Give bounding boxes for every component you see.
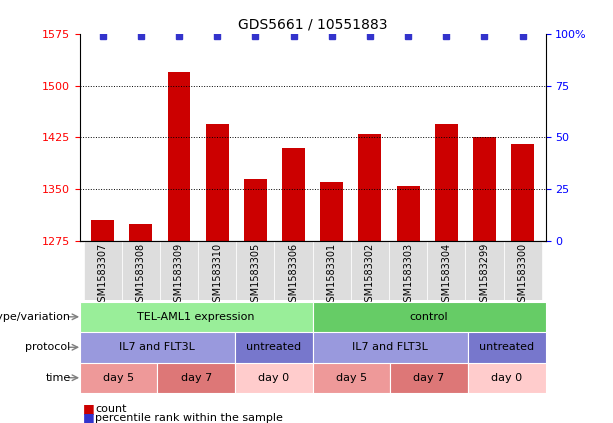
Bar	[473, 137, 496, 241]
Bar	[313, 241, 351, 300]
Text: untreated: untreated	[479, 342, 535, 352]
Text: GSM1583299: GSM1583299	[479, 243, 489, 308]
Text: GSM1583307: GSM1583307	[97, 243, 108, 308]
Title: GDS5661 / 10551883: GDS5661 / 10551883	[238, 17, 387, 31]
Bar	[282, 148, 305, 241]
Text: ■: ■	[83, 412, 94, 423]
Bar	[320, 182, 343, 241]
Bar	[236, 241, 275, 300]
Bar	[397, 186, 419, 241]
Bar	[206, 124, 229, 241]
Text: ■: ■	[83, 403, 94, 415]
Text: GSM1583303: GSM1583303	[403, 243, 413, 308]
Bar	[511, 144, 534, 241]
Text: percentile rank within the sample: percentile rank within the sample	[95, 413, 283, 423]
Bar	[244, 179, 267, 241]
Bar	[389, 241, 427, 300]
Bar	[83, 241, 122, 300]
Bar	[129, 224, 152, 241]
Text: GSM1583308: GSM1583308	[136, 243, 146, 308]
Text: GSM1583302: GSM1583302	[365, 243, 375, 308]
Bar	[435, 124, 458, 241]
Bar	[313, 363, 390, 393]
Text: GSM1583300: GSM1583300	[517, 243, 528, 308]
Text: IL7 and FLT3L: IL7 and FLT3L	[352, 342, 428, 352]
Bar	[468, 332, 546, 363]
Bar	[468, 363, 546, 393]
Text: GSM1583310: GSM1583310	[212, 243, 222, 308]
Bar	[80, 302, 313, 332]
Text: untreated: untreated	[246, 342, 302, 352]
Bar	[235, 363, 313, 393]
Bar	[313, 332, 468, 363]
Bar	[158, 363, 235, 393]
Text: TEL-AML1 expression: TEL-AML1 expression	[137, 312, 255, 322]
Text: count: count	[95, 404, 126, 414]
Text: GSM1583301: GSM1583301	[327, 243, 337, 308]
Text: day 5: day 5	[336, 373, 367, 383]
Bar	[427, 241, 465, 300]
Text: GSM1583304: GSM1583304	[441, 243, 451, 308]
Bar	[390, 363, 468, 393]
Bar	[503, 241, 542, 300]
Text: IL7 and FLT3L: IL7 and FLT3L	[120, 342, 196, 352]
Text: day 7: day 7	[181, 373, 211, 383]
Text: day 7: day 7	[414, 373, 444, 383]
Bar	[122, 241, 160, 300]
Bar	[351, 241, 389, 300]
Text: day 5: day 5	[103, 373, 134, 383]
Bar	[80, 363, 158, 393]
Bar	[167, 72, 191, 241]
Text: control: control	[409, 312, 449, 322]
Bar	[160, 241, 198, 300]
Bar	[313, 302, 546, 332]
Text: day 0: day 0	[258, 373, 289, 383]
Text: GSM1583305: GSM1583305	[250, 243, 261, 308]
Text: protocol: protocol	[25, 342, 70, 352]
Bar	[91, 220, 114, 241]
Bar	[275, 241, 313, 300]
Text: time: time	[45, 373, 70, 383]
Bar	[80, 332, 235, 363]
Bar	[465, 241, 503, 300]
Bar	[198, 241, 236, 300]
Text: GSM1583309: GSM1583309	[174, 243, 184, 308]
Bar	[235, 332, 313, 363]
Text: genotype/variation: genotype/variation	[0, 312, 70, 322]
Text: day 0: day 0	[491, 373, 522, 383]
Bar	[359, 134, 381, 241]
Text: GSM1583306: GSM1583306	[289, 243, 299, 308]
